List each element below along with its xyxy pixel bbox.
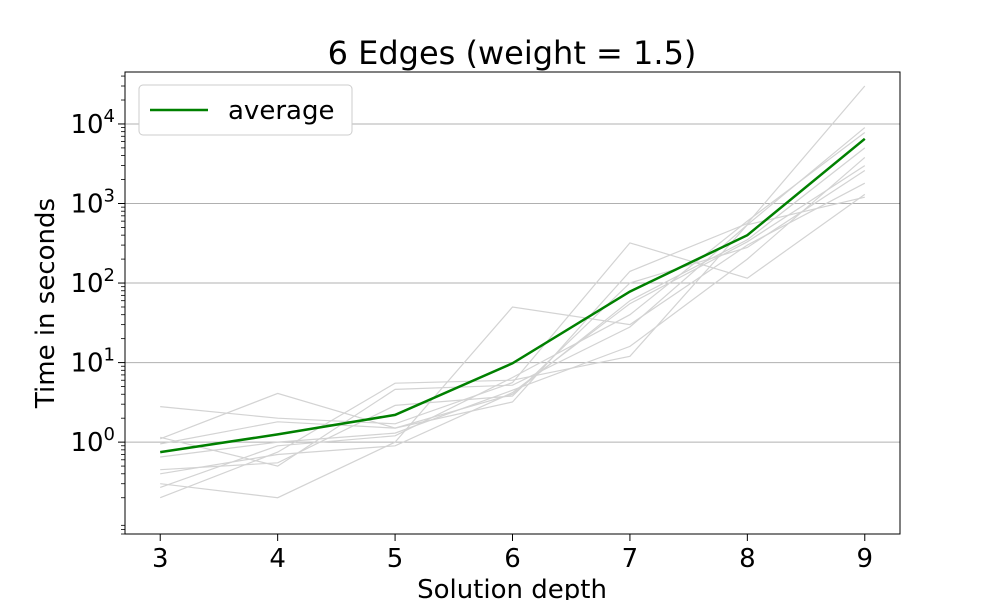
legend-label-average: average <box>228 96 334 126</box>
run-lines <box>159 85 866 499</box>
run-line-6 <box>160 156 866 458</box>
run-line-7 <box>160 169 866 471</box>
run-line-3 <box>160 182 866 499</box>
x-axis-ticks: 3 4 5 6 7 8 9 <box>152 534 873 574</box>
run-line-0 <box>160 193 866 425</box>
x-tick-label-4: 4 <box>269 544 286 574</box>
run-line-4 <box>160 196 865 467</box>
chart-title: 6 Edges (weight = 1.5) <box>328 34 697 72</box>
x-tick-label-3: 3 <box>152 544 169 574</box>
x-tick-label-5: 5 <box>387 544 404 574</box>
series-line-average <box>160 137 866 454</box>
legend-box <box>138 84 353 136</box>
run-line-8 <box>159 132 866 488</box>
y-tick-label-1: 101 <box>70 345 115 379</box>
x-tick-label-7: 7 <box>622 544 639 574</box>
x-tick-label-8: 8 <box>739 544 756 574</box>
y-tick-label-4: 104 <box>70 106 115 140</box>
y-axis-label: Time in seconds <box>31 198 61 409</box>
y-axis-ticks: 100 101 102 103 104 <box>70 75 125 535</box>
y-tick-label-3: 103 <box>70 186 115 220</box>
run-line-5 <box>160 165 866 475</box>
legend: average <box>138 84 353 136</box>
run-line-1 <box>159 85 866 440</box>
x-tick-label-9: 9 <box>856 544 873 574</box>
y-tick-label-2: 102 <box>70 265 115 299</box>
y-tick-label-0: 100 <box>70 424 115 458</box>
x-axis-label: Solution depth <box>417 575 607 600</box>
x-tick-label-6: 6 <box>504 544 521 574</box>
average-series <box>160 137 866 454</box>
run-line-9 <box>160 147 866 445</box>
